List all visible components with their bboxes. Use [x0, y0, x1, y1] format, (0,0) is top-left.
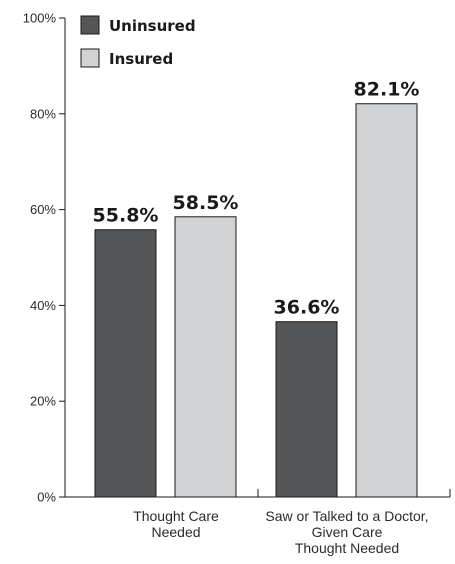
x-category-label-line: Needed [151, 524, 200, 540]
bar-insured-0 [174, 216, 237, 498]
x-category-label: Thought Care Needed [133, 508, 219, 540]
bars [94, 103, 418, 498]
y-tick-label: 100% [23, 11, 57, 26]
data-label-insured-1: 82.1% [354, 79, 420, 101]
data-label-uninsured-1: 36.6% [274, 297, 340, 319]
data-labels: 55.8% 36.6% 58.5% 82.1% [93, 79, 420, 319]
x-category-label-line: Saw or Talked to a Doctor, [265, 508, 428, 524]
legend-label-uninsured: Uninsured [109, 17, 196, 35]
bar-uninsured-0 [94, 229, 157, 498]
data-label-uninsured-0: 55.8% [93, 205, 159, 227]
legend-swatch-insured [80, 48, 100, 68]
data-label-insured-0: 58.5% [173, 192, 239, 214]
bar-uninsured-1 [275, 321, 338, 498]
x-category-label-line: Thought Needed [295, 540, 399, 556]
legend-label-insured: Insured [109, 50, 173, 68]
y-tick-label: 0% [37, 490, 56, 505]
y-tick-label: 40% [30, 298, 56, 313]
y-axis: 0% 20% 40% 60% 80% 100% [23, 11, 66, 505]
x-category-label-line: Thought Care [133, 508, 219, 524]
x-axis: Thought Care Needed Saw or Talked to a Doc… [65, 489, 451, 556]
y-tick-label: 20% [30, 394, 56, 409]
x-category-label: Saw or Talked to a Doctor, Given Care Thou… [265, 508, 428, 556]
bar-insured-1 [355, 103, 418, 498]
legend: Uninsured Insured [80, 15, 196, 68]
y-tick-label: 80% [30, 106, 56, 121]
x-category-label-line: Given Care [312, 524, 383, 540]
legend-swatch-uninsured [80, 15, 100, 35]
y-tick-label: 60% [30, 202, 56, 217]
